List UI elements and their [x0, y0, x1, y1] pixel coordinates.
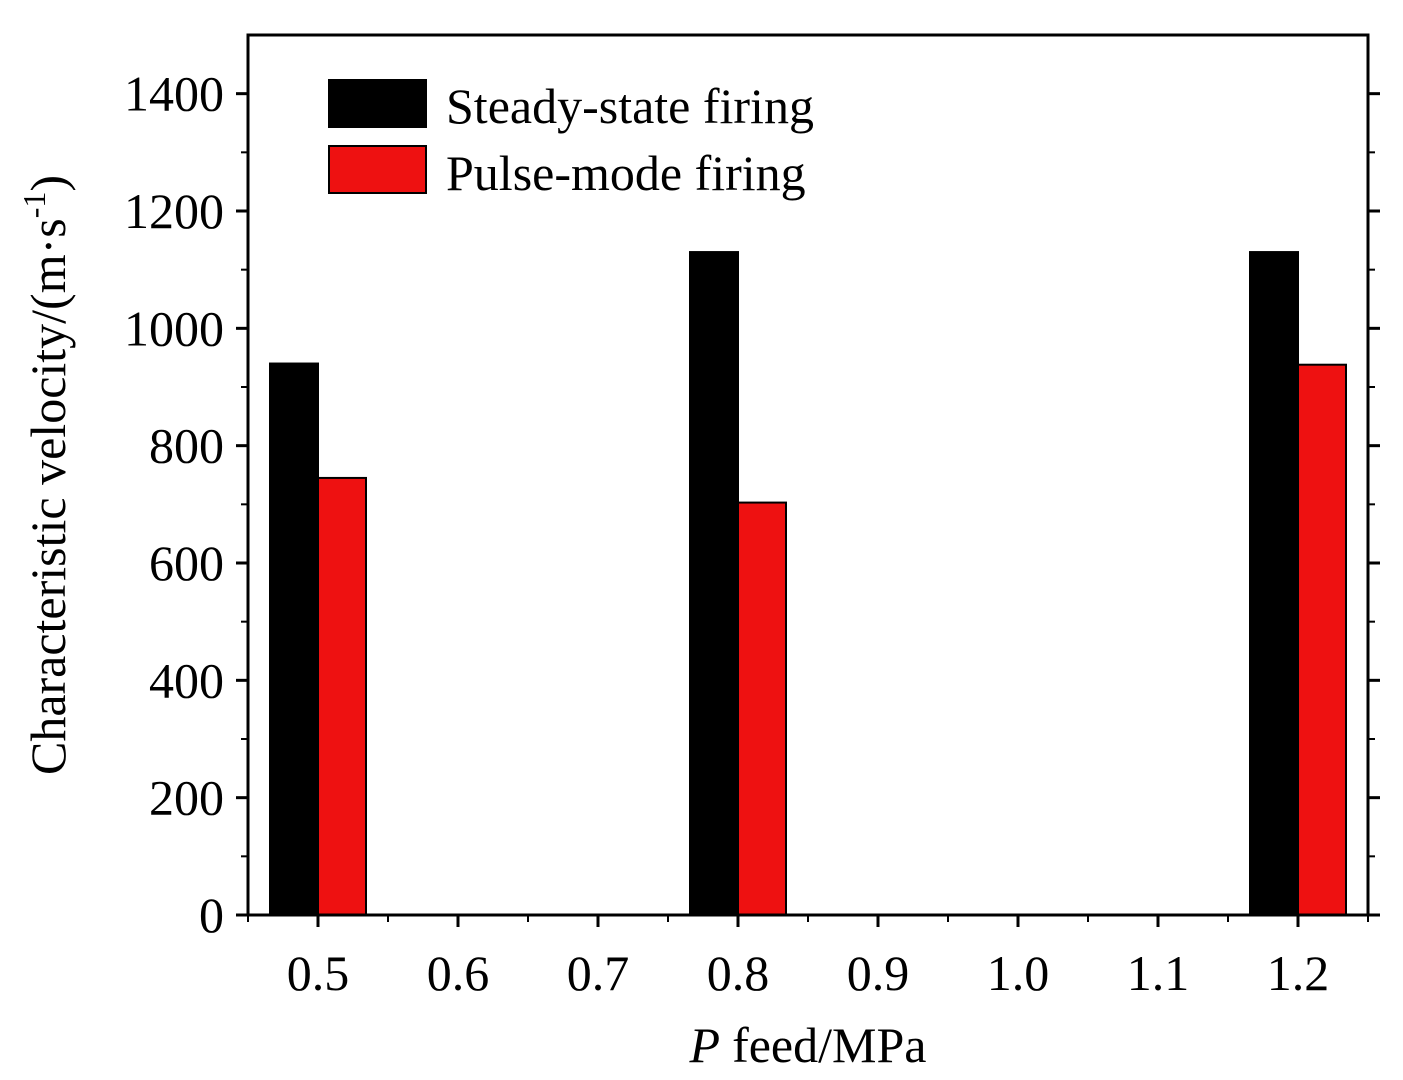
y-axis-title: Characteristic velocity/(m·s-1) [16, 175, 76, 775]
x-tick-label-3: 0.8 [707, 945, 770, 1001]
y-tick-label-0: 0 [199, 887, 224, 943]
legend: Steady-state firing Pulse-mode firing [328, 78, 814, 201]
y-axis-title-suffix: ) [20, 175, 76, 192]
y-tick-label-7: 1400 [124, 66, 224, 122]
x-tick-label-5: 1.0 [987, 945, 1050, 1001]
bars-group [269, 251, 1347, 917]
bar-pulse-1 [737, 501, 787, 916]
y-tick-label-4: 800 [149, 418, 224, 474]
ticks-group: 0 200 400 600 800 1000 1200 1400 0.5 0.6 0.7 0.8 0.9… [124, 66, 1380, 1001]
y-axis-title-superscript: -1 [16, 192, 52, 219]
y-tick-label-3: 600 [149, 535, 224, 591]
plot-frame [246, 33, 1370, 917]
x-tick-label-2: 0.7 [567, 945, 630, 1001]
x-tick-label-1: 0.6 [427, 945, 490, 1001]
legend-item-pulse: Pulse-mode firing [328, 145, 806, 201]
x-axis-title-text: feed/MPa [732, 1017, 926, 1073]
bar-pulse-2 [1297, 363, 1347, 916]
x-tick-label-7: 1.2 [1267, 945, 1330, 1001]
y-tick-label-6: 1200 [124, 183, 224, 239]
bar-steady-1 [689, 251, 739, 917]
legend-swatch-steady [328, 79, 427, 128]
y-axis-title-text: Characteristic velocity/(m·s [20, 218, 76, 775]
y-tick-label-1: 200 [149, 770, 224, 826]
bar-steady-0 [269, 362, 319, 916]
legend-item-steady: Steady-state firing [328, 78, 814, 134]
bar-pulse-0 [317, 476, 367, 916]
x-tick-label-0: 0.5 [287, 945, 350, 1001]
x-tick-label-6: 1.1 [1127, 945, 1190, 1001]
legend-label-pulse: Pulse-mode firing [446, 145, 806, 201]
legend-swatch-pulse [328, 145, 427, 194]
legend-label-steady: Steady-state firing [446, 78, 814, 134]
x-tick-label-4: 0.9 [847, 945, 910, 1001]
bar-steady-2 [1249, 251, 1299, 917]
y-tick-label-2: 400 [149, 652, 224, 708]
y-tick-label-5: 1000 [124, 300, 224, 356]
x-axis-title-italic: P [689, 1017, 721, 1073]
